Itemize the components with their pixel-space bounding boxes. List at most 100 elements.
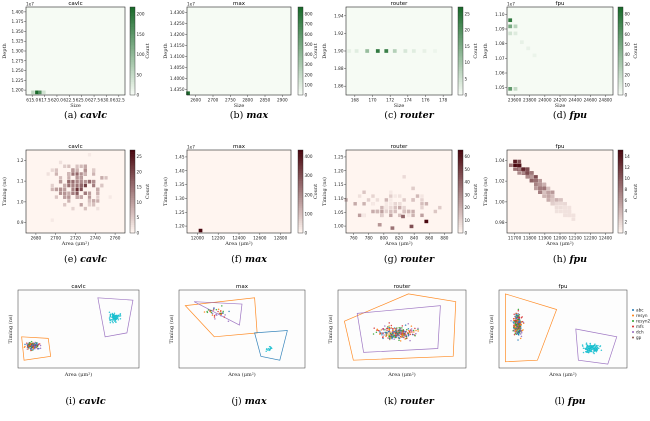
caption-name: max [246,110,268,121]
scatter-point [517,332,519,334]
colorbar-tick-label: 60 [465,154,471,159]
heatmap-cell [420,198,424,202]
y-tick-label: 1.02 [495,179,505,184]
heatmap-cell [63,183,67,188]
colorbar-segment [618,33,623,36]
heatmap-cell [384,209,389,214]
colorbar-segment [618,22,623,25]
y-tick-label: 1.90 [334,49,344,54]
scatter-point [402,333,404,335]
colorbar-tick-label: 300 [305,62,313,67]
colorbar-segment [618,162,623,165]
scatter-point [520,321,523,323]
heatmap-cell [35,90,39,95]
heatmap-cell [402,205,406,210]
colorbar-segment [618,90,623,94]
scatter-point [109,313,112,316]
panel-title: router [394,284,412,290]
scatter-point [406,332,409,334]
scatter-point [388,325,390,327]
heatmap-cell [513,24,518,29]
colorbar-tick-label: 80 [625,12,631,17]
scatter-point [519,337,522,340]
colorbar-segment [130,160,135,163]
colorbar-segment [130,79,135,83]
x-axis-label: Area (μm²) [548,371,576,378]
scatter-point [516,322,518,324]
scatter-point [385,334,388,336]
colorbar-segment [130,164,135,167]
colorbar-frame [617,149,624,234]
colorbar-tick-label: 600 [305,32,313,37]
colorbar-segment [618,220,623,223]
colorbar-segment [298,168,303,172]
colorbar-segment [298,31,303,34]
colorbar-segment [458,33,463,36]
x-tick-label: 820 [395,236,403,241]
colorbar-segment [458,29,463,32]
heatmap-cell [96,187,100,192]
heatmap-cell [83,191,87,195]
colorbar-segment [618,57,623,61]
heatmap-background [26,7,125,95]
x-tick-label: 12000 [191,236,205,241]
colorbar-segment [458,226,463,230]
panel-b: 2600 2700 2750 2800 2850 2900 1.4300 1.4250 1.42… [163,1,319,109]
colorbar-tick-label: 25 [465,12,471,17]
heatmap-cell [42,90,46,95]
x-axis-label: Area (μm²) [61,240,89,247]
scatter-point [597,347,600,350]
scatter-point [403,332,406,335]
x-tick-label: 2600 [190,98,201,103]
scatter-point [391,328,394,331]
scatter-point [517,309,520,312]
colorbar-segment [130,20,135,23]
colorbar-segment [298,37,303,41]
colorbar-segment [298,70,303,74]
scatter-point [594,345,597,348]
colorbar-tick-label: 30 [625,62,631,67]
colorbar-segment [130,224,135,228]
colorbar-tick-label: 50 [465,167,471,172]
scatter-point [209,310,211,312]
scatter-point [404,335,406,337]
heatmap-background [346,150,452,233]
scatter-point [109,315,112,318]
scatter-point [409,333,411,336]
scatter-point [513,326,515,329]
colorbar-segment [458,81,463,85]
heatmap-cell [75,164,79,169]
colorbar-label: Count [145,184,151,199]
heatmap-cell [186,91,190,96]
panel-i: cavlc Area (μm²) Timing (ns) [7,284,140,378]
colorbar-segment [130,40,135,43]
caption-name: fpu [568,254,587,265]
colorbar-segment [618,44,623,47]
panel-l: fpu Area (μm²) Timing (ns) abcresynresyn2mf… [488,284,650,378]
y-axis-label: Depth [163,43,169,59]
colorbar-segment [130,70,135,74]
convex-hull [21,336,52,361]
scatter-point [585,343,588,345]
colorbar-segment [618,214,623,217]
scatter-point [386,327,388,330]
scatter-point [596,347,598,349]
panel-caption: (a) cavlc [64,110,107,121]
colorbar-segment [130,64,135,67]
scatter-point [516,325,518,328]
colorbar-segment [130,22,135,25]
heatmap-cell [375,198,380,202]
x-tick-label: 168 [351,98,359,103]
colorbar-tick-label: 400 [305,154,313,159]
panel-title: fpu [556,144,565,150]
colorbar-segment [130,172,135,176]
colorbar-segment [458,75,463,78]
colorbar-segment [618,29,623,32]
axis-exponent-label: 1e7 [26,2,34,7]
heatmap-cell [67,195,71,199]
heatmap-cell [554,209,559,214]
scatter-point [381,333,383,336]
heatmap-cell [567,209,572,214]
heatmap-cell [513,159,517,164]
scatter-point [114,318,117,321]
